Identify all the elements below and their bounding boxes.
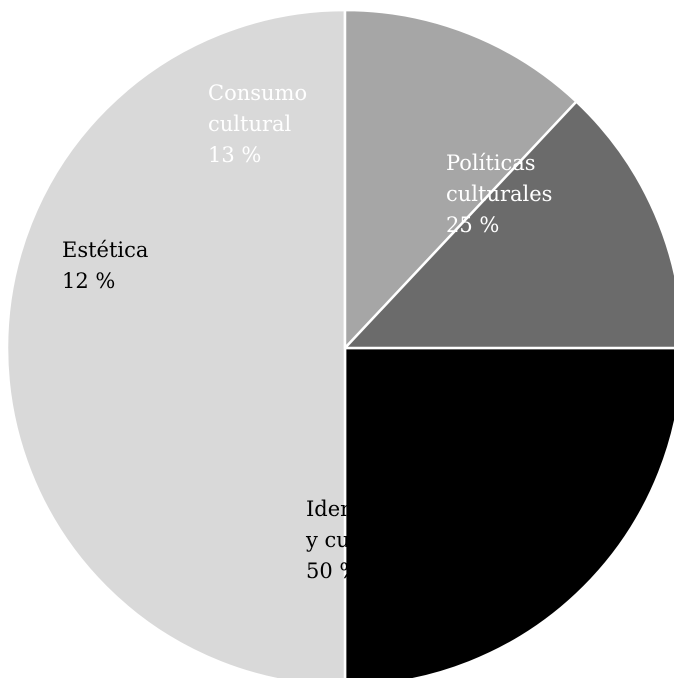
pie-labels: Políticas culturales 25 % Identidad y cultur… (62, 81, 552, 583)
slice-category-label: Identidad (306, 497, 408, 521)
slice-label-0: Políticas culturales 25 % (446, 151, 552, 237)
slice-category-label: cultural (208, 112, 292, 136)
slice-percent-label: 25 % (446, 213, 499, 237)
pie-slice-2 (343, 8, 578, 350)
slice-label-1: Identidad y cultura 50 % (305, 497, 408, 583)
slice-category-label: culturales (446, 182, 552, 206)
slice-category-label: Consumo (208, 81, 307, 105)
slice-percent-label: 12 % (62, 269, 115, 293)
slice-category-label: Políticas (446, 151, 536, 175)
slice-label-3: Consumo cultural 13 % (208, 81, 307, 167)
slice-percent-label: 50 % (306, 559, 359, 583)
pie-slice-1 (5, 8, 347, 678)
slice-label-2: Estética 12 % (62, 238, 148, 293)
pie-slices (5, 8, 674, 678)
pie-slice-3 (343, 100, 674, 350)
slice-percent-label: 13 % (208, 143, 261, 167)
pie-slice-0 (343, 346, 674, 678)
slice-category-label: Estética (62, 238, 148, 262)
slice-category-label: y cultura (305, 528, 401, 552)
